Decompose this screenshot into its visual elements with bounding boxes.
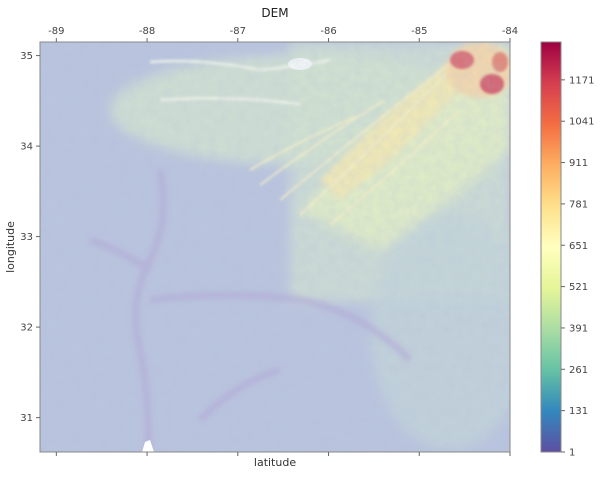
colorbar-tick-label: 1041 [569, 117, 594, 128]
x-tick-label: -89 [48, 26, 64, 37]
dem-heatmap [40, 42, 510, 452]
colorbar-tick-label: 131 [569, 406, 588, 417]
x-axis-bottom [55, 452, 511, 456]
y-axis-label: longitude [4, 221, 17, 273]
colorbar-ticks: 1 131 261 391 521 651 781 911 1041 1171 [561, 75, 594, 459]
colorbar-tick-label: 1 [569, 448, 575, 459]
x-tick-label: -88 [139, 26, 155, 37]
y-tick-label: 32 [20, 323, 33, 334]
x-tick-label: -85 [411, 26, 427, 37]
coast-notch [142, 440, 154, 452]
colorbar-tick-label: 521 [569, 282, 588, 293]
plot-frame [39, 41, 511, 453]
y-tick-label: 31 [20, 413, 33, 424]
x-axis-label: latitude [254, 456, 296, 469]
colorbar-tick-label: 261 [569, 365, 588, 376]
colorbar-tick-label: 391 [569, 323, 588, 334]
colorbar-gradient [540, 41, 562, 453]
x-tick-label: -84 [502, 26, 518, 37]
y-axis: 35 34 33 32 31 [20, 51, 40, 424]
y-tick-label: 34 [20, 142, 33, 153]
x-tick-label: -86 [320, 26, 336, 37]
y-tick-label: 33 [20, 232, 33, 243]
chart-title: DEM [261, 6, 288, 20]
terrain-texture [40, 42, 510, 452]
colorbar-tick-label: 781 [569, 199, 588, 210]
x-axis-top: -89 -88 -87 -86 -85 -84 [48, 26, 518, 42]
colorbar-tick-label: 1171 [569, 75, 594, 86]
colorbar-tick-label: 651 [569, 241, 588, 252]
x-tick-label: -87 [230, 26, 246, 37]
colorbar: 1 131 261 391 521 651 781 911 1041 1171 [540, 41, 594, 459]
colorbar-tick-label: 911 [569, 158, 588, 169]
y-tick-label: 35 [20, 51, 33, 62]
